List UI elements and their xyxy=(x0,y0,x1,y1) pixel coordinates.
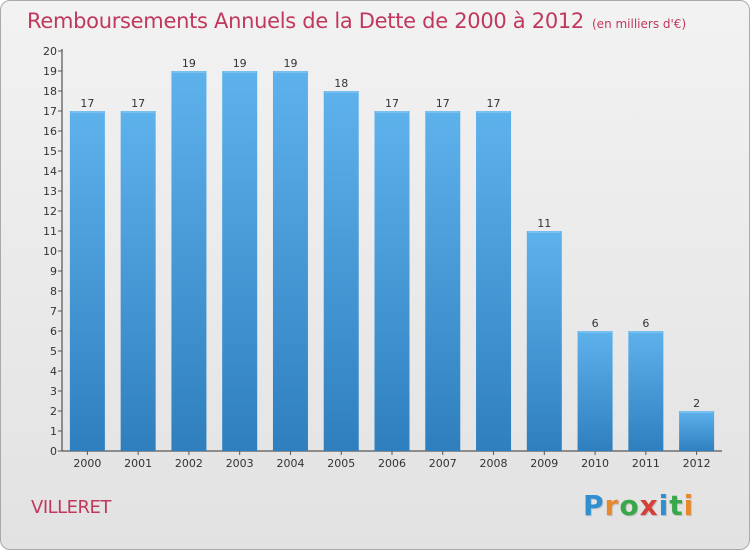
x-tick-label: 2000 xyxy=(73,457,101,470)
bar xyxy=(476,111,512,451)
x-tick-label: 2010 xyxy=(581,457,609,470)
y-tick-label: 1 xyxy=(50,425,57,438)
bar-value-label: 19 xyxy=(233,57,247,70)
x-tick-label: 2008 xyxy=(480,457,508,470)
bar xyxy=(425,111,461,451)
y-tick-label: 4 xyxy=(50,365,57,378)
bar xyxy=(120,111,156,451)
brand-letter: P xyxy=(583,489,605,522)
chart-bars xyxy=(69,71,715,451)
bar-value-label: 6 xyxy=(592,317,599,330)
bar-value-label: 19 xyxy=(283,57,297,70)
bar xyxy=(171,71,207,451)
place-name: VILLERET xyxy=(31,497,111,518)
y-tick-label: 3 xyxy=(50,385,57,398)
chart-title-text: Remboursements Annuels de la Dette de 20… xyxy=(27,9,584,33)
bar xyxy=(374,111,410,451)
brand-letter: t xyxy=(669,489,684,522)
y-tick-label: 20 xyxy=(43,45,57,58)
y-tick-label: 6 xyxy=(50,325,57,338)
y-tick-label: 9 xyxy=(50,265,57,278)
brand-logo: Proxiti xyxy=(583,489,694,522)
y-tick-label: 11 xyxy=(43,225,57,238)
x-tick-label: 2011 xyxy=(632,457,660,470)
chart-title: Remboursements Annuels de la Dette de 20… xyxy=(27,9,686,33)
bar-value-label: 17 xyxy=(80,97,94,110)
bar-value-label: 17 xyxy=(385,97,399,110)
x-tick-label: 2006 xyxy=(378,457,406,470)
y-tick-label: 19 xyxy=(43,65,57,78)
bar xyxy=(628,331,664,451)
x-tick-label: 2007 xyxy=(429,457,457,470)
y-tick-label: 2 xyxy=(50,405,57,418)
brand-letter: o xyxy=(619,489,640,522)
bar xyxy=(323,91,359,451)
bar-value-label: 2 xyxy=(693,397,700,410)
x-tick-label: 2012 xyxy=(683,457,711,470)
bar-value-label: 17 xyxy=(131,97,145,110)
y-tick-label: 5 xyxy=(50,345,57,358)
bar xyxy=(526,231,562,451)
brand-letter: i xyxy=(683,489,695,522)
y-tick-label: 17 xyxy=(43,105,57,118)
y-tick-label: 13 xyxy=(43,185,57,198)
bar xyxy=(69,111,105,451)
x-tick-label: 2002 xyxy=(175,457,203,470)
y-tick-label: 14 xyxy=(43,165,57,178)
chart-data-labels: 17 17 19 19 19 18 17 17 17 11 6 6 2 xyxy=(80,57,700,410)
bar-value-label: 17 xyxy=(487,97,501,110)
bar-value-label: 11 xyxy=(537,217,551,230)
bar xyxy=(272,71,308,451)
x-tick-label: 2001 xyxy=(124,457,152,470)
y-tick-label: 8 xyxy=(50,285,57,298)
bar xyxy=(679,411,715,451)
x-tick-label: 2004 xyxy=(276,457,304,470)
y-tick-label: 15 xyxy=(43,145,57,158)
y-tick-label: 12 xyxy=(43,205,57,218)
y-tick-label: 16 xyxy=(43,125,57,138)
y-tick-label: 18 xyxy=(43,85,57,98)
bar xyxy=(577,331,613,451)
brand-letter: i xyxy=(658,489,670,522)
y-tick-label: 0 xyxy=(50,445,57,458)
brand-letter: x xyxy=(639,489,659,522)
bar-value-label: 18 xyxy=(334,77,348,90)
x-tick-label: 2009 xyxy=(530,457,558,470)
x-tick-label: 2003 xyxy=(226,457,254,470)
unit-note: (en milliers d'€) xyxy=(592,17,687,31)
y-tick-label: 7 xyxy=(50,305,57,318)
bar-value-label: 19 xyxy=(182,57,196,70)
brand-letter: r xyxy=(604,489,620,522)
y-tick-label: 10 xyxy=(43,245,57,258)
x-tick-label: 2005 xyxy=(327,457,355,470)
bar xyxy=(222,71,258,451)
bar-value-label: 6 xyxy=(642,317,649,330)
bar-value-label: 17 xyxy=(436,97,450,110)
